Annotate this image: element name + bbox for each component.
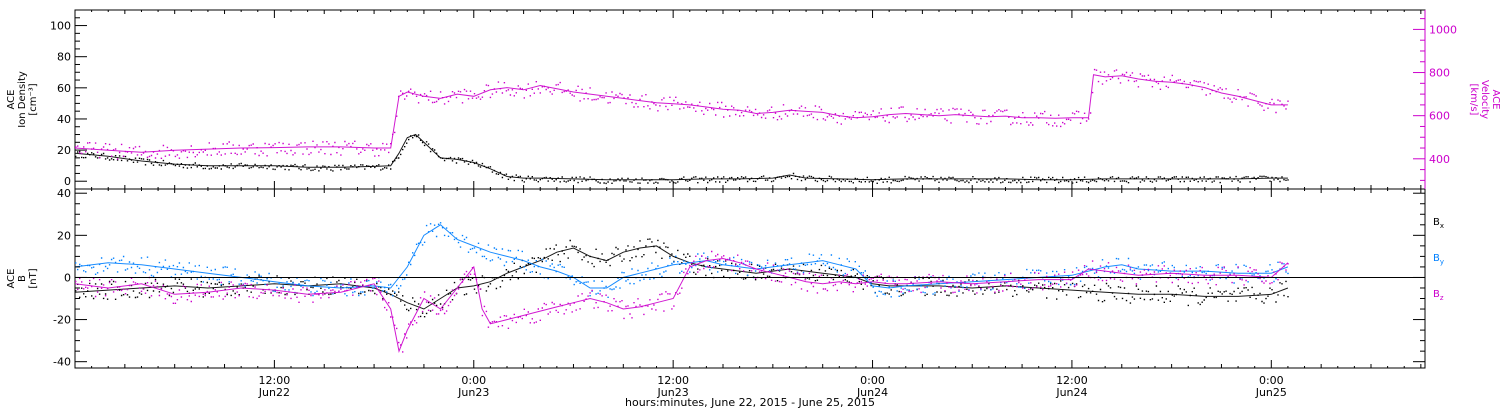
- y2-axis-label-line: ACE: [1490, 90, 1500, 110]
- x-tick-label-time: 12:00: [1056, 374, 1088, 387]
- y2-axis-label-line: [km/s]: [1468, 84, 1479, 116]
- panel-frame-1: [74, 9, 1426, 190]
- y-axis-label-line: [cm⁻³]: [28, 83, 39, 115]
- y-axis-label-line: ACE: [6, 269, 17, 289]
- series-0-1-dots: [75, 68, 1289, 160]
- x-tick-label-time: 0:00: [860, 374, 885, 387]
- y-tick-label: 0: [64, 271, 71, 284]
- y2-tick-label: 800: [1429, 67, 1450, 80]
- y-tick-label: -20: [53, 314, 71, 327]
- y-tick-label: -40: [53, 356, 71, 369]
- x-tick-label-time: 12:00: [259, 374, 291, 387]
- legend-entry-x: Bx: [1433, 217, 1444, 230]
- panel-frames: [74, 9, 1426, 369]
- y-axis-label-line: Ion Density: [17, 71, 28, 128]
- series-Bz-line: [74, 257, 1289, 353]
- series-Bx-line: [74, 245, 1289, 310]
- series-0-0-dots: [75, 134, 1289, 185]
- x-tick-label-time: 0:00: [1259, 374, 1284, 387]
- legend-entry-y: By: [1433, 253, 1444, 266]
- x-tick-label-date: Jun23: [657, 386, 689, 399]
- y-axis-label-line: ACE: [6, 90, 17, 110]
- legend-entry-z: Bz: [1433, 289, 1444, 302]
- y-tick-label: 20: [57, 144, 71, 157]
- y-tick-label: 60: [57, 82, 71, 95]
- y-tick-label: 40: [57, 187, 71, 200]
- x-tick-label-time: 12:00: [657, 374, 689, 387]
- axis-labels: 12:00Jun220:00Jun2312:00Jun230:00Jun2412…: [6, 20, 1500, 399]
- series-By-line: [74, 224, 1289, 289]
- y-tick-label: 100: [50, 20, 71, 33]
- y2-axis-label-line: Velocity: [1479, 80, 1490, 119]
- data-series: [74, 68, 1289, 353]
- y2-tick-label: 400: [1429, 153, 1450, 166]
- y2-tick-label: 600: [1429, 110, 1450, 123]
- y-tick-label: 80: [57, 51, 71, 64]
- y-tick-label: 40: [57, 113, 71, 126]
- y-axis-label-line: B: [17, 275, 28, 282]
- x-tick-label-time: 0:00: [461, 374, 486, 387]
- x-axis-title: hours:minutes, June 22, 2015 - June 25, …: [625, 396, 875, 409]
- series-0-0-line: [74, 133, 1288, 181]
- y-tick-label: 20: [57, 229, 71, 242]
- y-tick-label: 0: [64, 175, 71, 188]
- x-tick-label-date: Jun24: [856, 386, 888, 399]
- x-tick-label-date: Jun23: [457, 386, 489, 399]
- series-0-1-line: [74, 74, 1288, 153]
- y2-tick-label: 1000: [1429, 23, 1457, 36]
- y-axis-label-line: [nT]: [28, 268, 39, 288]
- x-tick-label-date: Jun24: [1055, 386, 1087, 399]
- x-tick-label-date: Jun22: [258, 386, 290, 399]
- panel-frame-2: [74, 188, 1426, 369]
- axes: [74, 9, 1426, 368]
- x-tick-label-date: Jun25: [1255, 386, 1287, 399]
